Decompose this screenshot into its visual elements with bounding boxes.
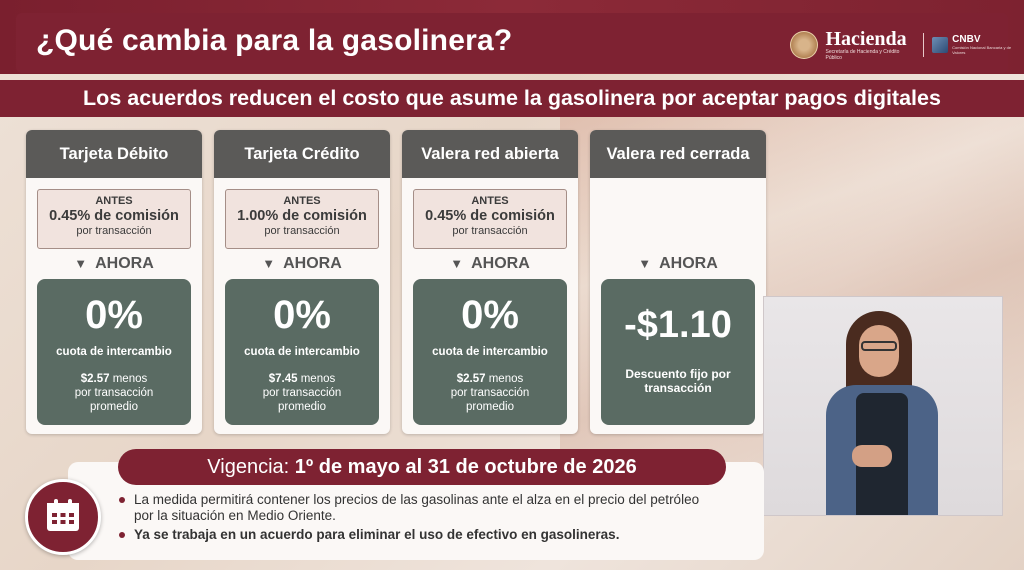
- ahora-label: ▼ AHORA: [262, 255, 342, 272]
- list-item: La medida permitirá contener los precios…: [116, 492, 716, 524]
- antes-box: ANTES 1.00% de comisión por transacción: [225, 189, 379, 249]
- triangle-down-icon: ▼: [450, 256, 464, 271]
- ahora-box: 0% cuota de intercambio $2.57 menos por t…: [37, 279, 191, 425]
- glasses-icon: [861, 341, 897, 351]
- triangle-down-icon: ▼: [74, 256, 88, 271]
- card-title: Tarjeta Crédito: [214, 130, 390, 178]
- subtitle-bar: [0, 80, 1024, 117]
- ahora-label: ▼ AHORA: [450, 255, 530, 272]
- card-title: Valera red cerrada: [590, 130, 766, 178]
- card-tarjeta-debito: Tarjeta Débito ANTES 0.45% de comisión p…: [26, 130, 202, 434]
- triangle-down-icon: ▼: [262, 256, 276, 271]
- antes-box: ANTES 0.45% de comisión por transacción: [413, 189, 567, 249]
- list-item: Ya se trabaja en un acuerdo para elimina…: [116, 527, 716, 543]
- ahora-box: 0% cuota de intercambio $7.45 menos por t…: [225, 279, 379, 425]
- calendar-icon: [47, 499, 79, 531]
- triangle-down-icon: ▼: [638, 256, 652, 271]
- page-title: ¿Qué cambia para la gasolinera?: [36, 24, 513, 57]
- sign-language-interpreter-video: [764, 297, 1002, 515]
- ahora-label: ▼ AHORA: [638, 255, 718, 272]
- ahora-box: 0% cuota de intercambio $2.57 menos por t…: [413, 279, 567, 425]
- card-valera-red-abierta: Valera red abierta ANTES 0.45% de comisi…: [402, 130, 578, 434]
- bullet-list: La medida permitirá contener los precios…: [116, 492, 716, 546]
- antes-box: ANTES 0.45% de comisión por transacción: [37, 189, 191, 249]
- title-box: [16, 13, 1008, 73]
- logo-divider: [923, 33, 925, 57]
- hacienda-seal-icon: [790, 31, 818, 59]
- subtitle: Los acuerdos reducen el costo que asume …: [83, 86, 941, 110]
- card-title: Tarjeta Débito: [26, 130, 202, 178]
- hacienda-logo: Hacienda Secretaría de Hacienda y Crédit…: [825, 28, 907, 61]
- vigencia-bar: Vigencia: 1º de mayo al 31 de octubre de…: [118, 449, 726, 485]
- ahora-box: -$1.10 Descuento fijo por transacción: [601, 279, 755, 425]
- cnbv-logo: CNBV Comisión Nacional Bancaria y de Val…: [932, 35, 1024, 55]
- ahora-label: ▼ AHORA: [74, 255, 154, 272]
- card-tarjeta-credito: Tarjeta Crédito ANTES 1.00% de comisión …: [214, 130, 390, 434]
- card-valera-red-cerrada: Valera red cerrada ▼ AHORA -$1.10 Descuen…: [590, 130, 766, 434]
- logos: Hacienda Secretaría de Hacienda y Crédit…: [790, 28, 1024, 61]
- cnbv-mark-icon: [932, 37, 949, 53]
- calendar-badge: [25, 479, 101, 555]
- card-title: Valera red abierta: [402, 130, 578, 178]
